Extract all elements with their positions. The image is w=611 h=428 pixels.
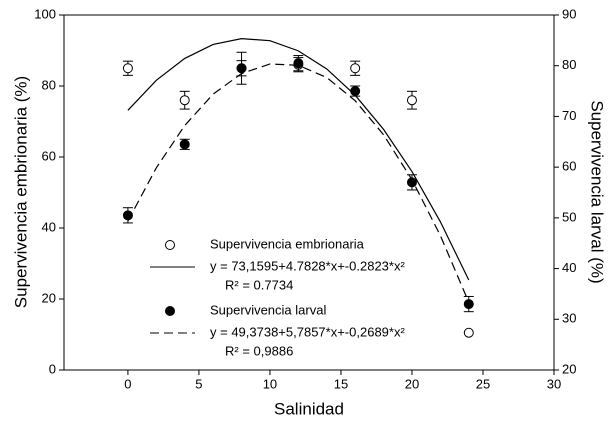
legend-fit: y = 73,1595+4.7828*x+-0.2823*x² — [210, 258, 405, 273]
y-axis-label: Supervivencia embrionaria (%) — [11, 76, 30, 308]
data-point — [122, 210, 133, 221]
legend-fit: y = 49,3738+5,7857*x+-0,2689*x² — [210, 324, 405, 339]
x-tick-label: 5 — [195, 376, 202, 391]
plot-frame — [63, 14, 555, 371]
data-point — [293, 58, 304, 69]
x-tick-label: 15 — [334, 376, 348, 391]
y2-tick-label: 20 — [562, 361, 576, 376]
y2-tick-label: 40 — [562, 260, 576, 275]
legend-r2: R² = 0.7734 — [225, 277, 293, 292]
legend-r2: R² = 0,9886 — [225, 343, 293, 358]
data-point — [350, 63, 361, 74]
y-tick-label: 100 — [34, 6, 56, 21]
data-point — [179, 139, 190, 150]
data-point — [122, 63, 133, 74]
x-axis-label: Salinidad — [274, 399, 344, 418]
y2-tick-label: 90 — [562, 6, 576, 21]
x-tick-label: 10 — [263, 376, 277, 391]
x-tick-label: 20 — [405, 376, 419, 391]
data-point — [350, 86, 361, 97]
y-tick-label: 60 — [42, 148, 56, 163]
legend-marker — [165, 306, 175, 316]
data-point — [463, 299, 474, 310]
y2-tick-label: 30 — [562, 311, 576, 326]
data-point — [179, 95, 190, 106]
data-point — [406, 177, 417, 188]
y2-axis-label: Supervivencia larval (%) — [588, 100, 607, 283]
data-point — [406, 95, 417, 106]
y2-tick-label: 70 — [562, 108, 576, 123]
y-tick-label: 20 — [42, 290, 56, 305]
x-tick-label: 30 — [547, 376, 561, 391]
legend-label: Supervivencia larval — [210, 302, 326, 317]
x-tick-label: 25 — [476, 376, 490, 391]
x-tick-label: 0 — [124, 376, 131, 391]
y2-tick-label: 80 — [562, 57, 576, 72]
data-point — [463, 327, 474, 338]
y2-tick-label: 50 — [562, 209, 576, 224]
legend-label: Supervivencia embrionaria — [210, 236, 365, 251]
y2-tick-label: 60 — [562, 159, 576, 174]
data-point — [236, 63, 247, 74]
fit-curve — [127, 38, 470, 281]
y-tick-label: 40 — [42, 219, 56, 234]
y-tick-label: 0 — [49, 361, 56, 376]
legend-marker — [165, 240, 175, 250]
y-tick-label: 80 — [42, 77, 56, 92]
